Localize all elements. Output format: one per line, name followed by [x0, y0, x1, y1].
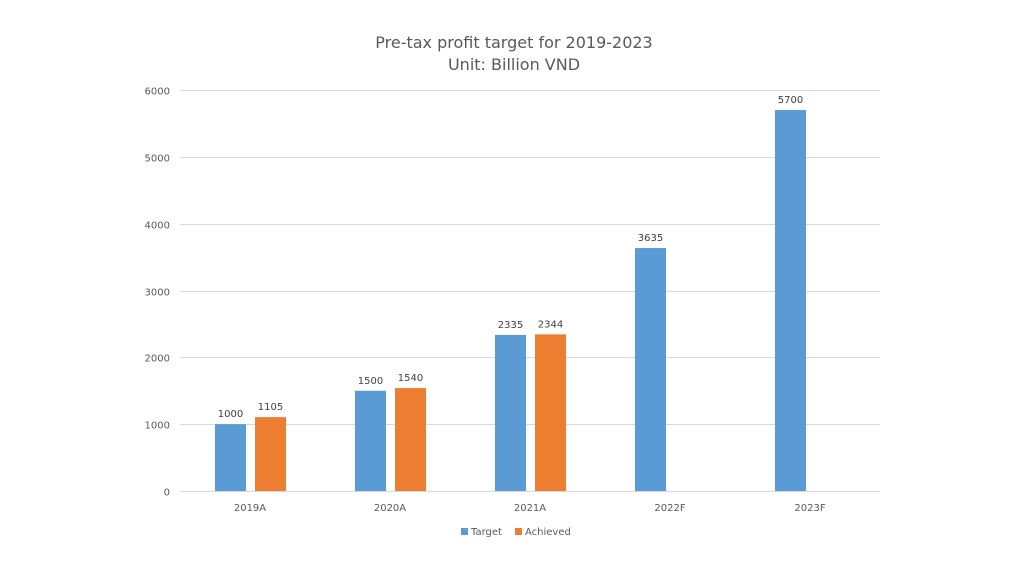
legend-swatch-target	[461, 528, 468, 535]
bar-target-2020A	[355, 390, 386, 491]
data-label: 1105	[258, 402, 283, 413]
x-axis-ticks: 2019A 2020A 2021A 2022F 2023F	[234, 503, 826, 514]
x-tick-label: 2020A	[374, 503, 406, 514]
bar-target-2019A	[215, 424, 246, 491]
y-tick-label: 6000	[145, 87, 170, 98]
bar-target-2022F	[635, 248, 666, 491]
data-label: 2344	[538, 319, 563, 330]
x-tick-label: 2019A	[234, 503, 266, 514]
y-axis-ticks: 0 1000 2000 3000 4000 5000 6000	[145, 87, 170, 499]
y-tick-label: 4000	[145, 221, 170, 232]
bar-achieved-2021A	[535, 334, 566, 491]
x-tick-label: 2021A	[514, 503, 546, 514]
y-tick-label: 3000	[145, 288, 170, 299]
chart-title: Pre-tax profit target for 2019-2023	[375, 33, 652, 52]
bar-target-2021A	[495, 334, 526, 491]
x-tick-label: 2022F	[654, 503, 685, 514]
data-label: 1540	[398, 373, 423, 384]
y-tick-label: 2000	[145, 354, 170, 365]
y-tick-label: 0	[164, 488, 170, 499]
x-tick-label: 2023F	[794, 503, 825, 514]
y-tick-label: 5000	[145, 154, 170, 165]
legend-swatch-achieved	[515, 528, 522, 535]
chart-subtitle: Unit: Billion VND	[448, 55, 580, 74]
data-label: 3635	[638, 233, 663, 244]
bar-achieved-2019A	[255, 417, 286, 491]
bar-target-2023F	[775, 110, 806, 492]
data-label: 1000	[218, 409, 243, 420]
legend-label-target: Target	[470, 527, 502, 538]
bar-achieved-2020A	[395, 388, 426, 491]
y-tick-label: 1000	[145, 421, 170, 432]
bars: 1000 1105 1500 1540 2335 2344 3635 5700	[215, 95, 806, 492]
gridlines	[180, 90, 880, 492]
data-label: 5700	[778, 95, 803, 106]
legend: Target Achieved	[461, 527, 571, 538]
data-label: 2335	[498, 320, 523, 331]
legend-label-achieved: Achieved	[525, 527, 571, 538]
data-label: 1500	[358, 376, 383, 387]
